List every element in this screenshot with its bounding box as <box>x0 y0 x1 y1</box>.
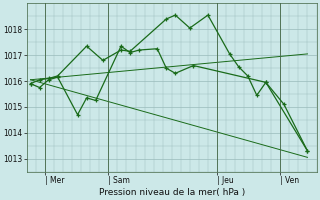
X-axis label: Pression niveau de la mer( hPa ): Pression niveau de la mer( hPa ) <box>99 188 245 197</box>
